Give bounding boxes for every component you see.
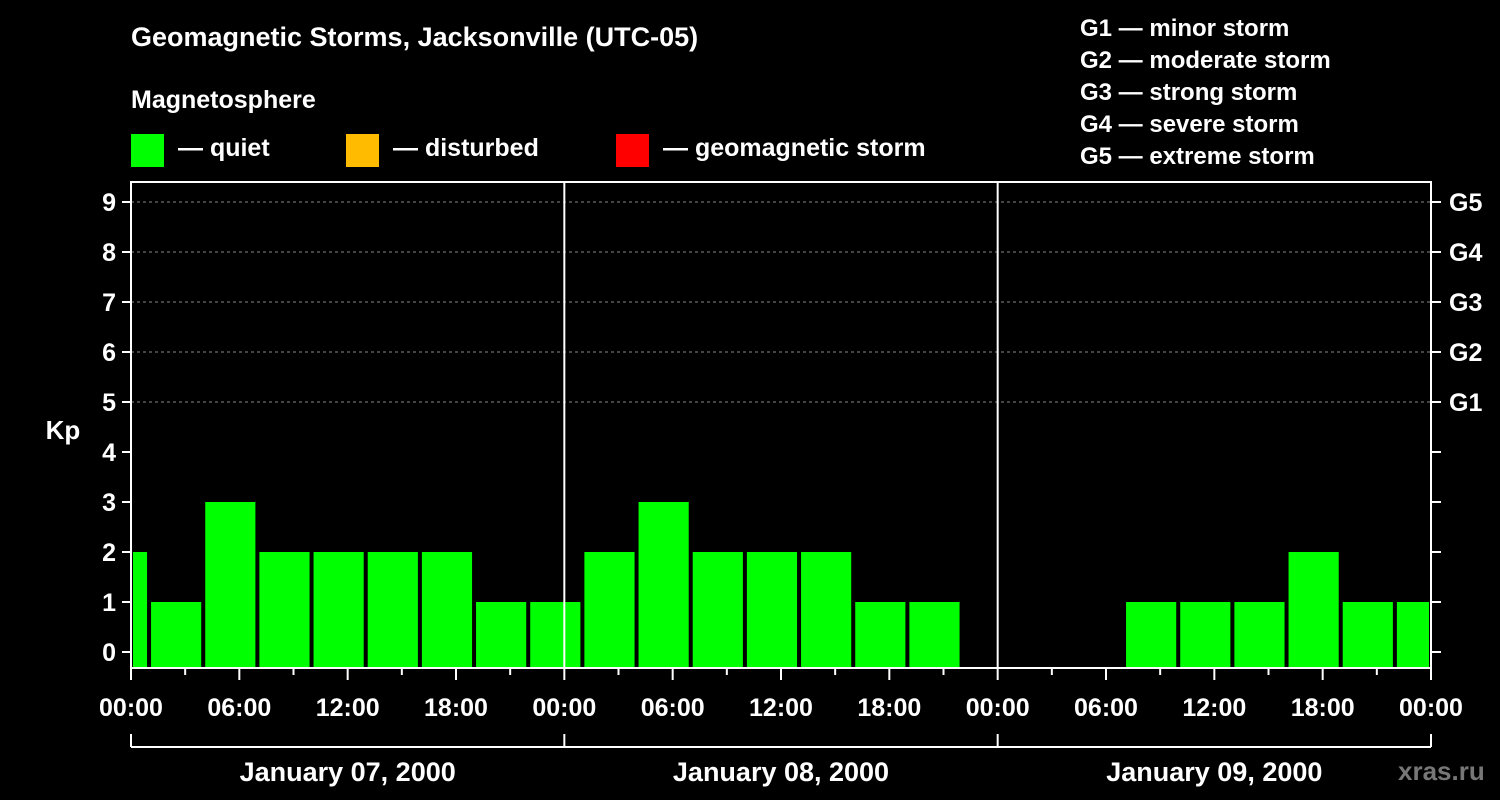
- kp-bar: [584, 552, 635, 668]
- y-tick-label: 6: [102, 339, 116, 367]
- y-tick-label: 9: [102, 189, 116, 217]
- kp-bar: [855, 602, 906, 668]
- y-tick-label: 4: [102, 439, 116, 467]
- kp-bar: [801, 552, 852, 668]
- y-tick-label: 3: [102, 489, 116, 517]
- x-tick-label: 06:00: [1074, 694, 1138, 722]
- legend-swatch-storm: [616, 134, 649, 167]
- x-tick-label: 18:00: [857, 694, 921, 722]
- kp-bar: [638, 502, 689, 668]
- kp-bar: [1342, 602, 1393, 668]
- y-tick-label: 0: [102, 639, 116, 667]
- storm-level-tick-label: G5: [1449, 189, 1482, 217]
- kp-bar: [151, 602, 202, 668]
- day-label: January 07, 2000: [240, 757, 456, 787]
- x-tick-label: 12:00: [1182, 694, 1246, 722]
- kp-bar: [1126, 602, 1177, 668]
- x-tick-label: 00:00: [99, 694, 163, 722]
- x-tick-label: 00:00: [1399, 694, 1463, 722]
- x-tick-label: 12:00: [316, 694, 380, 722]
- kp-bar: [259, 552, 310, 668]
- x-tick-label: 00:00: [532, 694, 596, 722]
- y-tick-label: 5: [102, 389, 116, 417]
- storm-level-g2: G2 — moderate storm: [1080, 47, 1331, 74]
- day-label: January 08, 2000: [673, 757, 889, 787]
- legend-label-quiet: — quiet: [178, 134, 270, 162]
- kp-bar: [1234, 602, 1285, 668]
- kp-bar: [692, 552, 743, 668]
- kp-bar: [421, 552, 473, 668]
- y-tick-label: 7: [102, 289, 116, 317]
- legend-label-storm: — geomagnetic storm: [663, 134, 926, 162]
- legend-swatch-disturbed: [346, 134, 379, 167]
- kp-bar: [909, 602, 960, 668]
- x-tick-label: 18:00: [424, 694, 488, 722]
- storm-level-g5: G5 — extreme storm: [1080, 143, 1315, 170]
- chart-title: Geomagnetic Storms, Jacksonville (UTC-05…: [131, 22, 699, 52]
- legend-title: Magnetosphere: [131, 86, 316, 114]
- kp-bar: [476, 602, 527, 668]
- kp-bar: [313, 552, 364, 668]
- storm-level-tick-label: G3: [1449, 289, 1482, 317]
- kp-bar: [1396, 602, 1429, 668]
- site-watermark: xras.ru: [1398, 756, 1485, 786]
- kp-bar: [133, 552, 148, 668]
- x-tick-label: 06:00: [207, 694, 271, 722]
- storm-level-g3: G3 — strong storm: [1080, 79, 1298, 106]
- legend-label-disturbed: — disturbed: [393, 134, 539, 162]
- storm-level-tick-label: G2: [1449, 339, 1482, 367]
- legend-swatch-quiet: [131, 134, 164, 167]
- y-tick-label: 8: [102, 239, 116, 267]
- y-tick-label: 1: [102, 589, 116, 617]
- x-tick-label: 18:00: [1291, 694, 1355, 722]
- storm-level-g1: G1 — minor storm: [1080, 15, 1290, 42]
- kp-bar: [367, 552, 418, 668]
- storm-level-tick-label: G4: [1449, 239, 1482, 267]
- kp-bar: [530, 602, 581, 668]
- x-tick-label: 06:00: [641, 694, 705, 722]
- x-tick-label: 12:00: [749, 694, 813, 722]
- kp-bar: [746, 552, 798, 668]
- storm-level-tick-label: G1: [1449, 389, 1482, 417]
- kp-bar: [205, 502, 256, 668]
- storm-level-g4: G4 — severe storm: [1080, 111, 1299, 138]
- y-tick-label: 2: [102, 539, 116, 567]
- day-label: January 09, 2000: [1106, 757, 1322, 787]
- y-axis-label: Kp: [46, 415, 81, 445]
- kp-bar: [1180, 602, 1231, 668]
- kp-bar: [1288, 552, 1339, 668]
- x-tick-label: 00:00: [966, 694, 1030, 722]
